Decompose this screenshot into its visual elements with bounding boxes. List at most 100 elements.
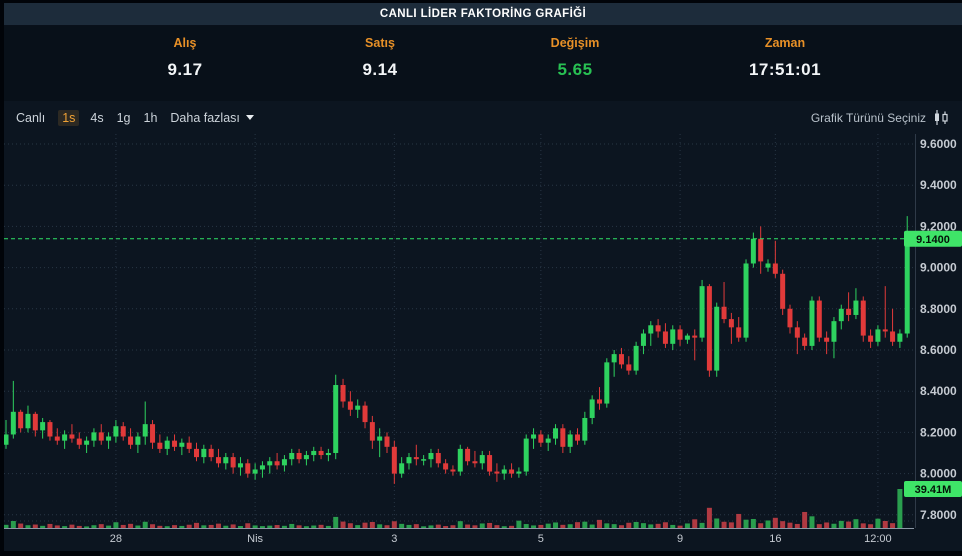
candle [494,471,500,474]
quote-value-satis: 9.14 [362,60,398,79]
more-timeframes-button[interactable]: Daha fazlası [170,111,254,125]
volume-bar [626,522,632,528]
volume-bar [435,524,441,528]
volume-bar [633,521,639,528]
candle [377,436,383,441]
candle [736,327,742,338]
candle [391,446,397,474]
candle [545,438,551,443]
volume-bar [406,524,412,528]
volume-bar [128,523,134,528]
quote-value-zaman: 17:51:01 [748,60,822,79]
x-tick-label: 16 [769,533,781,545]
quote-label-alis: Alış [173,36,197,50]
volume-bar [296,525,302,528]
candle [714,306,720,371]
candle [215,457,221,464]
volume-bar [113,522,119,528]
candle [128,436,134,445]
volume-bar [172,525,178,528]
candle [538,434,544,443]
candle [640,333,646,346]
volume-bar [523,524,529,528]
volume-bar [465,524,471,528]
volume-bar [421,526,427,528]
volume-bar [25,525,31,528]
volume-bar [186,524,192,528]
volume-bar [377,524,383,528]
timeframe-1s[interactable]: 1s [58,109,80,126]
candle [626,364,632,371]
candle [157,442,163,449]
price-chart-canvas[interactable]: 9.6000 9.4000 9.2000 9.0000 8.8000 8.6000 8.40… [3,134,962,551]
candle [69,434,75,439]
y-tick-label: 9.6000 [920,137,957,151]
candle [333,385,339,453]
timeframe-1h[interactable]: 1h [143,110,158,125]
volume-bar [18,523,24,528]
volume-bar [699,522,705,528]
last-volume-value: 39.41M [915,484,952,496]
volume-bar [76,525,82,528]
candle [106,436,112,441]
candle [853,300,859,315]
candle [435,453,441,464]
volume-bar [237,526,243,528]
candle [252,469,258,474]
quote-field-zaman: Zaman 17:51:01 [749,26,821,80]
candle [450,469,456,472]
candle [3,434,9,445]
candle [670,329,676,344]
volume-bar [3,524,9,528]
volume-bar [684,523,690,528]
candle [194,448,200,458]
volume-bar [750,518,756,528]
chart-type-selector[interactable]: Grafik Türünü Seçiniz [811,109,950,126]
volume-bar [890,523,896,528]
volume-bar [596,519,602,528]
volume-bar [91,525,97,528]
y-axis-labels: 9.6000 9.4000 9.2000 9.0000 8.8000 8.6000 8.40… [920,137,957,522]
volume-bar [802,511,808,528]
candle [772,263,778,274]
volume-bar [252,525,258,528]
volume-bar [494,525,500,528]
candle [890,331,896,342]
candle [311,450,317,456]
candle [589,399,595,418]
volume-bar [391,521,397,528]
volume-bar [743,519,749,528]
candle [684,335,690,340]
quote-field-degisim: Değişim 5.65 [551,26,600,80]
volume-bar [816,524,822,528]
last-price-tag: 9.1400 [904,230,962,247]
volume-bar [443,526,449,528]
x-tick-label: 9 [677,533,683,545]
volume-bar [362,522,368,528]
volume-bar [47,523,53,528]
volume-bar [736,513,742,528]
volume-bar [40,525,46,528]
volume-bar [897,489,903,528]
candle [91,432,97,441]
timeframe-1g[interactable]: 1g [116,110,131,125]
y-tick-label: 8.8000 [920,302,957,316]
volume-bar [84,526,90,528]
volume-bar [157,525,163,528]
candle [750,238,756,264]
candle [245,463,251,474]
candle [274,461,280,466]
timeframe-4s[interactable]: 4s [90,110,104,125]
quote-value-alis: 9.17 [167,60,203,79]
volume-bar [860,523,866,528]
volume-bar [882,520,888,528]
x-tick-label: 5 [538,533,544,545]
volume-bar [809,516,815,528]
candle [399,463,405,474]
volume-bar [135,525,141,528]
candle [531,434,537,439]
volume-bar [780,521,786,528]
volume-bar [618,525,624,528]
volume-bar [640,523,646,528]
candle [516,471,522,474]
